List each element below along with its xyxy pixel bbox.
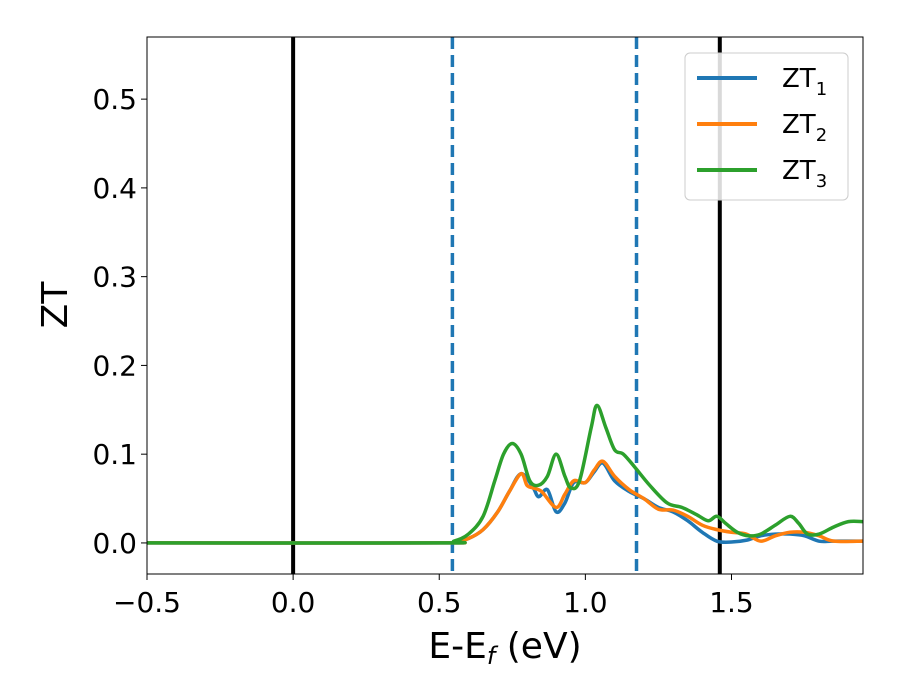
x-axis-label-unit: (eV) — [495, 626, 581, 667]
x-tick-label: 1.5 — [709, 586, 754, 619]
y-tick-label: 0.4 — [92, 172, 137, 205]
x-tick-label: 0.5 — [417, 586, 462, 619]
legend-label-sub: 1 — [816, 79, 827, 100]
legend-label-sub: 3 — [816, 171, 827, 192]
legend-label-main: ZT — [782, 156, 816, 186]
x-axis-label-main: E-E — [428, 626, 486, 667]
y-tick-label: 0.3 — [92, 261, 137, 294]
legend-label-zt1: ZT1 — [782, 64, 827, 100]
plot-frame — [146, 36, 864, 575]
legend-label-zt3: ZT3 — [782, 156, 827, 192]
x-tick-label: −0.5 — [113, 586, 181, 619]
y-tick-label: 0.2 — [92, 349, 137, 382]
y-tick-label: 0.5 — [92, 83, 137, 116]
legend-label-zt2: ZT2 — [782, 110, 827, 146]
series-line-zt3 — [147, 403, 863, 545]
x-axis-ticks: −0.5 0.0 0.5 1.0 1.5 — [113, 574, 754, 619]
legend-label-main: ZT — [782, 64, 816, 94]
x-tick-label: 1.0 — [563, 586, 608, 619]
y-tick-label: 0.1 — [92, 438, 137, 471]
x-axis-label: E-Ef (eV) — [428, 626, 581, 670]
legend-label-sub: 2 — [816, 125, 827, 146]
series-lines — [147, 403, 863, 545]
y-axis-ticks: 0.0 0.1 0.2 0.3 0.4 0.5 — [92, 83, 147, 560]
series-line-zt2 — [147, 459, 863, 545]
y-tick-label: 0.0 — [92, 527, 137, 560]
legend-box — [684, 52, 849, 201]
legend-label-main: ZT — [782, 110, 816, 140]
y-axis-label: ZT — [35, 281, 76, 329]
x-tick-label: 0.0 — [271, 586, 316, 619]
